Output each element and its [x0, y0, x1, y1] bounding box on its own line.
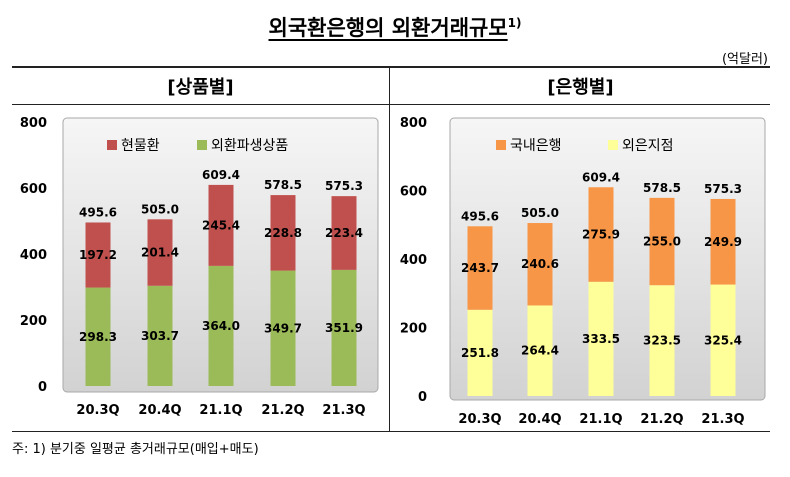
x-tick-label: 20.3Q: [458, 412, 501, 427]
segment-value-label: 249.9: [704, 235, 742, 249]
legend-swatch: [608, 140, 618, 150]
bar-segment: [588, 281, 614, 396]
legend-swatch: [197, 140, 207, 150]
bar-segment: [208, 265, 234, 386]
bar-segment: [85, 222, 111, 288]
bar-segment: [270, 195, 296, 271]
y-tick-label: 200: [20, 314, 47, 329]
y-tick-label: 0: [38, 380, 47, 395]
total-value-label: 609.4: [582, 170, 620, 184]
table-top-rule: [12, 66, 770, 68]
total-value-label: 578.5: [264, 178, 302, 192]
x-tick-label: 20.4Q: [138, 403, 181, 418]
segment-value-label: 275.9: [582, 228, 620, 242]
bar-segment: [710, 198, 736, 285]
bar-segment: [147, 219, 173, 286]
total-value-label: 505.0: [141, 202, 179, 216]
title-footnote-mark: 1): [507, 16, 522, 30]
legend-label: 국내은행: [510, 138, 562, 154]
segment-value-label: 325.4: [704, 333, 742, 347]
bar-segment: [588, 187, 614, 282]
panel-header-by-bank: [은행별]: [547, 77, 614, 98]
y-tick-label: 800: [20, 116, 47, 131]
y-tick-label: 600: [400, 185, 427, 200]
y-tick-label: 400: [20, 248, 47, 263]
panel-divider: [389, 66, 390, 432]
segment-value-label: 364.0: [202, 319, 240, 333]
segment-value-label: 351.9: [325, 321, 363, 335]
segment-value-label: 264.4: [521, 344, 559, 358]
segment-value-label: 303.7: [141, 329, 179, 343]
bar-segment: [649, 197, 675, 286]
table-bottom-rule: [12, 431, 770, 432]
legend-label: 현물환: [121, 138, 160, 154]
bar-segment: [331, 269, 357, 386]
total-value-label: 505.0: [521, 206, 559, 220]
x-tick-label: 21.1Q: [579, 412, 622, 427]
segment-value-label: 333.5: [582, 332, 620, 346]
segment-value-label: 240.6: [521, 257, 559, 271]
total-value-label: 495.6: [79, 205, 117, 219]
x-tick-label: 20.3Q: [76, 403, 119, 418]
chart-by-product: 0 200 400 600 800 현물환 외환파생상품 298.3 197.2 495.6 20.…: [20, 116, 379, 418]
y-tick-label: 200: [400, 322, 427, 337]
total-value-label: 495.6: [461, 209, 499, 223]
y-tick-label: 0: [418, 390, 427, 405]
bar-segment: [331, 196, 357, 270]
bar-segment: [270, 270, 296, 386]
bar-segment: [85, 287, 111, 386]
x-tick-label: 21.3Q: [322, 403, 365, 418]
title-text: 외국환은행의 외환거래규모: [268, 16, 508, 40]
segment-value-label: 251.8: [461, 346, 499, 360]
legend-swatch: [107, 140, 117, 150]
segment-value-label: 243.7: [461, 261, 499, 275]
segment-value-label: 255.0: [643, 235, 681, 249]
bar-segment: [467, 226, 493, 310]
bar-segment: [147, 285, 173, 386]
segment-value-label: 323.5: [643, 334, 681, 348]
segment-value-label: 245.4: [202, 218, 240, 232]
segment-value-label: 228.8: [264, 226, 302, 240]
segment-value-label: 201.4: [141, 246, 179, 260]
y-tick-label: 800: [400, 116, 427, 131]
bar-segment: [467, 309, 493, 396]
unit-label: (억달러): [721, 52, 768, 67]
x-tick-label: 21.2Q: [640, 412, 683, 427]
bar-segment: [710, 284, 736, 396]
segment-value-label: 298.3: [79, 330, 117, 344]
segment-value-label: 223.4: [325, 226, 363, 240]
header-bottom-rule: [12, 104, 770, 105]
panel-header-by-product: [상품별]: [167, 77, 234, 98]
bar-segment: [208, 184, 234, 266]
y-tick-label: 600: [20, 182, 47, 197]
x-tick-label: 21.1Q: [199, 403, 242, 418]
total-value-label: 578.5: [643, 181, 681, 195]
x-tick-label: 21.3Q: [701, 412, 744, 427]
footnote: 주: 1) 분기중 일평균 총거래규모(매입+매도): [12, 442, 259, 457]
page-title: 외국환은행의 외환거래규모1): [0, 12, 790, 42]
bar-segment: [649, 285, 675, 396]
bar-segment: [527, 305, 553, 396]
y-tick-label: 400: [400, 253, 427, 268]
chart-by-bank: 0 200 400 600 800 국내은행 외은지점 251.8 243.7 495.6 20.3…: [400, 116, 766, 427]
x-tick-label: 21.2Q: [261, 403, 304, 418]
legend-label: 외환파생상품: [211, 138, 288, 154]
total-value-label: 609.4: [202, 168, 240, 182]
total-value-label: 575.3: [704, 182, 742, 196]
total-value-label: 575.3: [325, 179, 363, 193]
segment-value-label: 197.2: [79, 248, 117, 262]
legend-label: 외은지점: [622, 138, 674, 154]
bar-segment: [527, 223, 553, 306]
segment-value-label: 349.7: [264, 321, 302, 335]
legend-swatch: [496, 140, 506, 150]
x-tick-label: 20.4Q: [518, 412, 561, 427]
